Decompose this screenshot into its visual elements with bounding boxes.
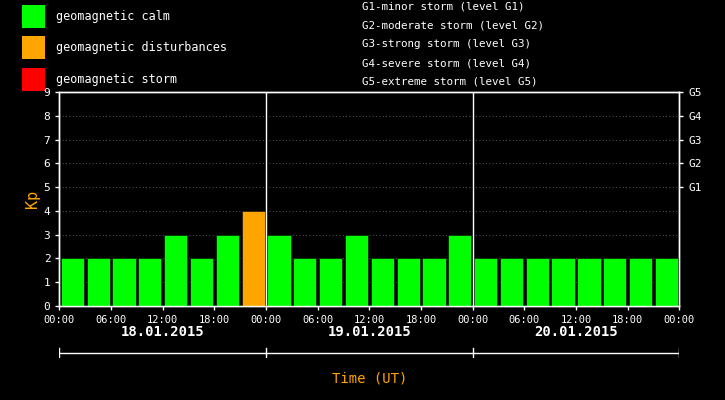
Bar (293, 258, 316, 306)
Bar (500, 258, 523, 306)
Bar (319, 258, 342, 306)
Text: G2-moderate storm (level G2): G2-moderate storm (level G2) (362, 20, 544, 30)
Text: geomagnetic disturbances: geomagnetic disturbances (56, 41, 227, 54)
Bar (370, 258, 394, 306)
Bar (61, 258, 84, 306)
Bar (22, 36, 45, 59)
Bar (629, 258, 652, 306)
Bar (423, 258, 446, 306)
Text: geomagnetic storm: geomagnetic storm (56, 73, 177, 86)
Text: G4-severe storm (level G4): G4-severe storm (level G4) (362, 58, 531, 68)
Bar (345, 235, 368, 306)
Text: G5-extreme storm (level G5): G5-extreme storm (level G5) (362, 77, 538, 87)
Text: G3-strong storm (level G3): G3-strong storm (level G3) (362, 39, 531, 49)
Bar (603, 258, 626, 306)
Text: 20.01.2015: 20.01.2015 (534, 325, 618, 339)
Text: G1-minor storm (level G1): G1-minor storm (level G1) (362, 2, 525, 12)
Bar (138, 258, 162, 306)
Bar (112, 258, 136, 306)
Bar (655, 258, 678, 306)
Bar (241, 211, 265, 306)
Bar (22, 68, 45, 91)
Bar (216, 235, 239, 306)
Text: 19.01.2015: 19.01.2015 (328, 325, 411, 339)
Y-axis label: Kp: Kp (25, 190, 39, 208)
Bar (397, 258, 420, 306)
Bar (577, 258, 600, 306)
Bar (86, 258, 109, 306)
Bar (526, 258, 549, 306)
Bar (552, 258, 575, 306)
Bar (268, 235, 291, 306)
Bar (164, 235, 187, 306)
Bar (448, 235, 471, 306)
Text: 18.01.2015: 18.01.2015 (121, 325, 204, 339)
Text: geomagnetic calm: geomagnetic calm (56, 10, 170, 23)
Bar (474, 258, 497, 306)
Text: Time (UT): Time (UT) (332, 371, 407, 386)
Bar (190, 258, 213, 306)
Bar (22, 5, 45, 28)
